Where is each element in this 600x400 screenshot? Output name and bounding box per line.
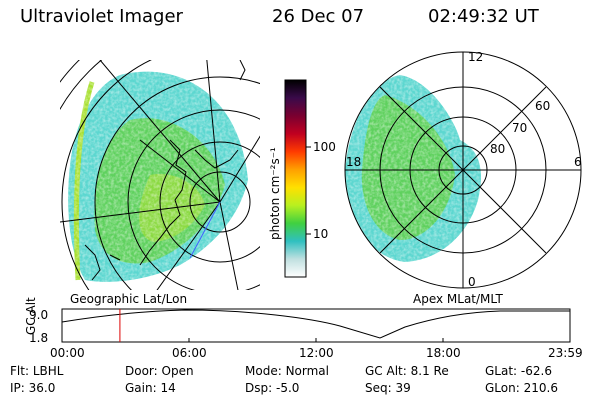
altitude-curve <box>61 309 570 339</box>
mlt-lines <box>345 52 581 288</box>
instrument-title: Ultraviolet Imager <box>20 6 183 27</box>
info-dsp: Dsp: -5.0 <box>245 381 300 395</box>
magnetic-label: Apex MLat/MLT <box>413 292 503 306</box>
coastline <box>84 60 246 281</box>
colorbar: 100 10 photon cm⁻²s⁻¹ <box>268 79 336 278</box>
geographic-map: Geographic Lat/Lon <box>60 60 260 306</box>
time-tick-0000: 00:00 <box>50 346 85 360</box>
alt-tick-1-8: 1.8 <box>29 331 48 345</box>
colorbar-rect <box>284 79 307 278</box>
magnetic-map: 12 18 6 0 60 70 80 Apex MLat/MLT <box>344 50 582 306</box>
altitude-axis-label: GC Alt <box>24 297 38 335</box>
mlt-label-0: 0 <box>468 275 476 289</box>
observation-date: 26 Dec 07 <box>272 6 365 27</box>
colorbar-tick-label-10: 10 <box>313 227 328 241</box>
altitude-plot: GC Alt 9.0 1.8 00:00 06:00 12:00 18:00 2… <box>24 297 583 360</box>
info-seq: Seq: 39 <box>365 381 411 395</box>
colorbar-tick-label-100: 100 <box>313 140 336 154</box>
mlt-label-6: 6 <box>574 155 582 169</box>
time-tick-0600: 06:00 <box>172 346 207 360</box>
latitude-circles <box>60 60 260 290</box>
mlat-label-80: 80 <box>490 142 505 156</box>
time-tick-1800: 18:00 <box>426 346 461 360</box>
mlt-label-18: 18 <box>346 155 361 169</box>
sun-direction-line <box>189 201 221 259</box>
time-tick-2359: 23:59 <box>548 346 583 360</box>
info-ip: IP: 36.0 <box>10 381 56 395</box>
time-ticks <box>188 338 444 342</box>
info-glat: GLat: -62.6 <box>485 364 552 378</box>
colorbar-unit-label: photon cm⁻²s⁻¹ <box>268 147 282 240</box>
info-mode: Mode: Normal <box>245 364 329 378</box>
time-tick-1200: 12:00 <box>299 346 334 360</box>
alt-tick-9: 9.0 <box>29 308 48 322</box>
meridians <box>60 60 260 290</box>
info-glon: GLon: 210.6 <box>485 381 558 395</box>
mlat-label-70: 70 <box>512 121 527 135</box>
info-gc-alt: GC Alt: 8.1 Re <box>365 364 449 378</box>
info-gain: Gain: 14 <box>125 381 176 395</box>
observation-time: 02:49:32 UT <box>428 6 539 27</box>
mlat-label-60: 60 <box>535 99 550 113</box>
mlt-label-12: 12 <box>468 50 483 64</box>
altitude-plot-frame <box>61 308 571 343</box>
geographic-label: Geographic Lat/Lon <box>70 292 187 306</box>
info-door: Door: Open <box>125 364 194 378</box>
info-flt: Flt: LBHL <box>10 364 64 378</box>
